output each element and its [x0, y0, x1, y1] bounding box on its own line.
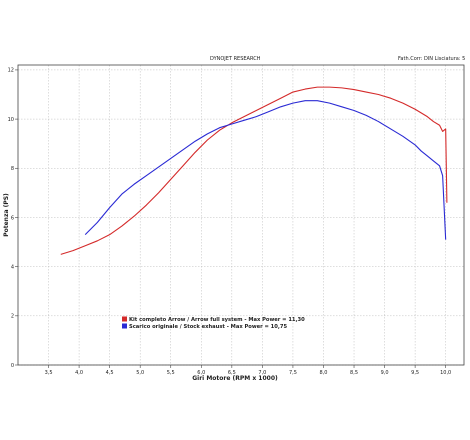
x-tick-label: 4,0: [75, 370, 83, 376]
chart-header-right: Fath.Corr: DIN Lisciatura: 5: [398, 56, 466, 62]
x-tick-label: 8,0: [320, 370, 328, 376]
y-tick-label: 2: [11, 314, 14, 320]
x-tick-label: 6,5: [228, 370, 236, 376]
chart-header-center: DYNOJET RESEARCH: [210, 56, 261, 62]
legend-swatch-1: [122, 316, 127, 322]
x-tick-label: 9,5: [411, 370, 419, 376]
x-tick-label: 5,0: [136, 370, 144, 376]
y-tick-label: 0: [11, 363, 14, 369]
y-tick-label: 12: [8, 68, 14, 74]
x-tick-label: 4,5: [106, 370, 114, 376]
y-tick-label: 6: [11, 215, 14, 221]
series-line-1: [60, 86, 448, 255]
y-axis-title: Potenza (PS): [3, 193, 10, 237]
y-tick-label: 8: [11, 166, 14, 172]
x-tick-label: 7,0: [258, 370, 266, 376]
legend-swatch-2: [122, 323, 127, 329]
legend-label-1: Kit completo Arrow / Arrow full system -…: [129, 317, 305, 323]
y-tick-label: 4: [11, 264, 14, 270]
x-tick-label: 5,5: [167, 370, 175, 376]
y-axis-ticks: 0 2 4 6 8 10 12: [8, 68, 18, 369]
x-axis-ticks: 3,5 4,0 4,5 5,0 5,5 6,0 6,5 7,0 7,5 8,0 8,5 9,0 9,5 1…: [45, 365, 451, 376]
series-line-2: [84, 100, 447, 240]
legend-label-2: Scarico originale / Stock exhaust - Max …: [129, 324, 287, 330]
y-tick-label: 10: [8, 117, 14, 123]
x-tick-label: 10,0: [440, 370, 451, 376]
x-tick-label: 9,0: [381, 370, 389, 376]
x-axis-title: Giri Motore (RPM x 1000): [192, 375, 278, 382]
chart-legend: Kit completo Arrow / Arrow full system -…: [122, 316, 305, 330]
x-tick-label: 7,5: [289, 370, 297, 376]
plot-area-frame: [17, 64, 465, 366]
x-tick-label: 8,5: [350, 370, 358, 376]
chart-series: [60, 86, 448, 255]
x-tick-label: 6,0: [197, 370, 205, 376]
x-tick-label: 3,5: [45, 370, 53, 376]
